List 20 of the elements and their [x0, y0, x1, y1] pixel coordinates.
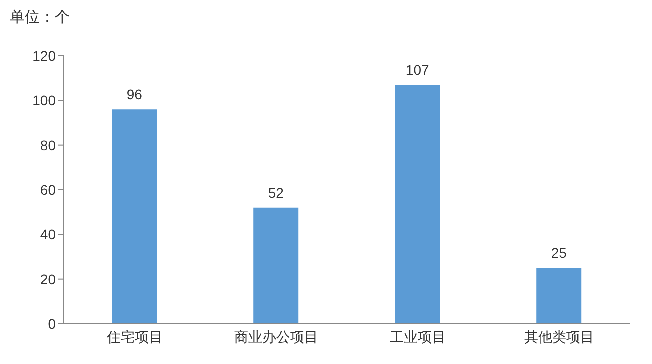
data-label: 107: [406, 62, 430, 78]
y-tick-label: 80: [40, 137, 56, 154]
data-label: 25: [551, 245, 568, 262]
x-tick-label: 住宅项目: [106, 328, 163, 345]
y-tick-label: 100: [32, 92, 56, 109]
y-tick-label: 20: [40, 271, 56, 288]
bar: [254, 208, 299, 324]
y-tick-label: 60: [40, 182, 56, 198]
y-axis-title: 单位：个: [10, 8, 70, 27]
bar: [536, 268, 582, 324]
x-tick-label: 商业办公项目: [234, 328, 318, 345]
data-label: 52: [268, 184, 284, 201]
bar: [112, 110, 158, 324]
x-tick-label: 工业项目: [390, 328, 446, 345]
y-tick-label: 40: [40, 226, 56, 243]
bar: [395, 85, 440, 324]
y-tick-label: 0: [48, 316, 56, 332]
x-tick-label: 其他类项目: [524, 328, 594, 345]
y-tick-label: 120: [32, 48, 56, 64]
data-label: 96: [126, 86, 143, 103]
